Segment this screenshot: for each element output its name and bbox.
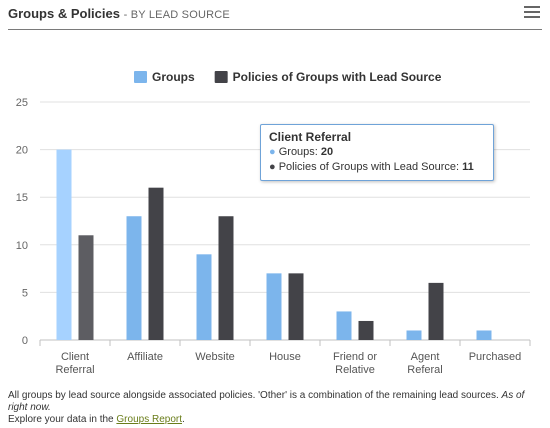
bar-policies [148, 187, 164, 340]
y-tick-label: 5 [22, 287, 28, 299]
bar-policies [78, 235, 94, 340]
footer-explore-prefix: Explore your data in the [8, 414, 114, 425]
y-tick-label: 15 [16, 192, 28, 204]
groups-report-link[interactable]: Groups Report [116, 414, 182, 425]
groups-bullet-icon: ● [269, 146, 276, 158]
hamburger-menu-icon[interactable] [524, 6, 540, 20]
bar-groups [266, 273, 282, 340]
footer-explore-suffix: . [182, 414, 185, 425]
legend-label: Groups [152, 70, 195, 84]
legend-swatch-groups [134, 71, 147, 83]
widget-footer: All groups by lead source alongside asso… [8, 390, 542, 426]
tooltip-row2-label: Policies of Groups with Lead Source: [278, 161, 460, 173]
footer-as-of: As of right now. [8, 390, 525, 413]
x-tick-label: Agent [411, 351, 440, 363]
x-tick-label: Purchased [469, 351, 522, 363]
x-tick-label: House [269, 351, 301, 363]
tooltip-row1-value: 20 [320, 146, 334, 158]
widget-title-subtitle: - BY LEAD SOURCE [123, 9, 230, 21]
bar-policies [288, 273, 304, 340]
bar-groups [126, 216, 142, 340]
tooltip-row1-label: Groups: [278, 146, 318, 158]
legend-label: Policies of Groups with Lead Source [233, 70, 442, 84]
bar-groups [56, 149, 72, 340]
bar-groups [196, 254, 212, 340]
bar-policies [428, 282, 444, 340]
header-divider [8, 29, 542, 30]
widget-header: Groups & Policies - BY LEAD SOURCE [0, 0, 550, 30]
policies-bullet-icon: ● [269, 161, 276, 173]
tooltip-row2-value: 11 [462, 161, 474, 173]
x-tick-label: Client [61, 351, 89, 363]
tooltip-row-policies: ● Policies of Groups with Lead Source: 1… [269, 160, 485, 175]
x-tick-label: Website [195, 351, 235, 363]
bar-groups [336, 311, 352, 340]
x-tick-label: Referal [407, 364, 442, 376]
bar-groups [476, 330, 492, 340]
widget-title-main: Groups & Policies [8, 6, 120, 21]
tooltip-row-groups: ● Groups: 20 [269, 145, 485, 160]
x-tick-label: Referral [55, 364, 94, 376]
widget-title: Groups & Policies - BY LEAD SOURCE [8, 6, 230, 21]
x-tick-label: Friend or [333, 351, 377, 363]
tooltip-title: Client Referral [269, 130, 352, 144]
y-tick-label: 10 [16, 240, 28, 252]
x-tick-label: Relative [335, 364, 375, 376]
y-tick-label: 20 [16, 145, 28, 157]
y-tick-label: 0 [22, 335, 28, 347]
legend-swatch-policies [214, 71, 228, 83]
chart-tooltip: Client Referral ● Groups: 20 ● Policies … [260, 124, 494, 181]
bar-policies [218, 216, 234, 340]
bar-policies [358, 320, 374, 340]
footer-description: All groups by lead source alongside asso… [8, 390, 499, 401]
y-tick-label: 25 [16, 97, 28, 109]
bar-groups [406, 330, 422, 340]
x-tick-label: Affiliate [127, 351, 163, 363]
